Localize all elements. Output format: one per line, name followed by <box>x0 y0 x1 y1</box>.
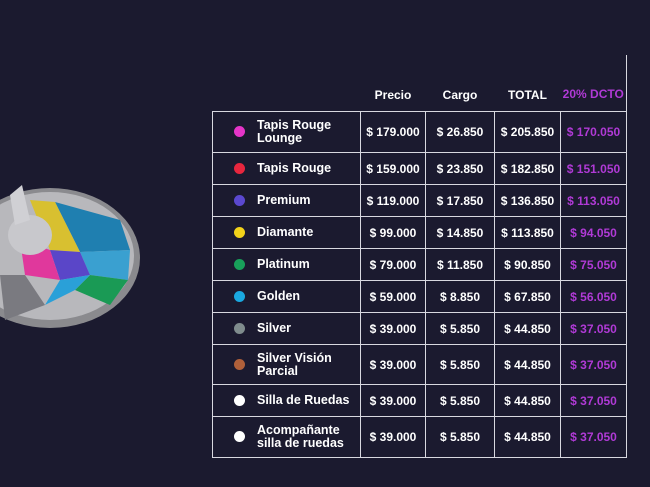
color-dot <box>234 194 245 206</box>
zone-name: Golden <box>212 280 361 313</box>
color-dot <box>234 322 245 334</box>
table-row: Platinum $ 79.000 $ 11.850 $ 90.850 $ 75.050 <box>212 248 627 281</box>
table-row: Tapis Rouge Lounge $ 179.000 $ 26.850 $ 205… <box>212 111 627 153</box>
table-row: Silver $ 39.000 $ 5.850 $ 44.850 $ 37.050 <box>212 312 627 345</box>
price-cell: $ 37.050 <box>560 384 627 417</box>
zone-name: Tapis Rouge <box>212 152 361 185</box>
color-dot <box>234 226 245 238</box>
price-cell: $ 99.000 <box>360 216 426 249</box>
zone-name: Silver <box>212 312 361 345</box>
zone-name: Tapis Rouge Lounge <box>212 111 361 153</box>
price-cell: $ 159.000 <box>360 152 426 185</box>
price-cell: $ 5.850 <box>425 344 495 385</box>
price-cell: $ 8.850 <box>425 280 495 313</box>
column-header: 20% DCTO <box>560 55 627 112</box>
price-cell: $ 39.000 <box>360 384 426 417</box>
price-cell: $ 39.000 <box>360 344 426 385</box>
price-cell: $ 39.000 <box>360 312 426 345</box>
price-cell: $ 136.850 <box>494 184 561 217</box>
price-cell: $ 37.050 <box>560 344 627 385</box>
header-blank <box>213 55 361 112</box>
zone-name: Premium <box>212 184 361 217</box>
price-cell: $ 79.000 <box>360 248 426 281</box>
color-dot <box>234 126 245 137</box>
price-cell: $ 37.050 <box>560 312 627 345</box>
column-header: Cargo <box>442 88 478 102</box>
table-row: Golden $ 59.000 $ 8.850 $ 67.850 $ 56.050 <box>212 280 627 313</box>
price-cell: $ 151.050 <box>560 152 627 185</box>
table-body: Tapis Rouge Lounge $ 179.000 $ 26.850 $ 205… <box>212 111 627 458</box>
price-cell: $ 44.850 <box>494 384 561 417</box>
color-dot <box>234 358 245 370</box>
price-cell: $ 37.050 <box>560 416 627 458</box>
price-cell: $ 39.000 <box>360 416 426 458</box>
price-table: Precio Cargo TOTAL 20% DCTO Tapis Rouge … <box>212 55 627 458</box>
price-cell: $ 59.000 <box>360 280 426 313</box>
zone-name: Silver Visión Parcial <box>212 344 361 385</box>
price-cell: $ 67.850 <box>494 280 561 313</box>
price-cell: $ 5.850 <box>425 384 495 417</box>
stadium-map <box>0 185 140 328</box>
header-row: Precio Cargo TOTAL 20% DCTO <box>213 55 627 112</box>
zone-name: Acompañante silla de ruedas <box>212 416 361 458</box>
price-cell: $ 44.850 <box>494 416 561 458</box>
zone-name: Diamante <box>212 216 361 249</box>
price-cell: $ 170.050 <box>560 111 627 153</box>
column-header: TOTAL <box>508 88 547 102</box>
price-cell: $ 113.850 <box>494 216 561 249</box>
table-row: Silla de Ruedas $ 39.000 $ 5.850 $ 44.850 $ … <box>212 384 627 417</box>
price-cell: $ 56.050 <box>560 280 627 313</box>
price-cell: $ 75.050 <box>560 248 627 281</box>
table-row: Premium $ 119.000 $ 17.850 $ 136.850 $ 113.0… <box>212 184 627 217</box>
price-cell: $ 44.850 <box>494 344 561 385</box>
zone-name: Silla de Ruedas <box>212 384 361 417</box>
price-cell: $ 17.850 <box>425 184 495 217</box>
price-cell: $ 26.850 <box>425 111 495 153</box>
price-cell: $ 11.850 <box>425 248 495 281</box>
table-row: Diamante $ 99.000 $ 14.850 $ 113.850 $ 94.05… <box>212 216 627 249</box>
column-header: Precio <box>374 88 412 102</box>
price-cell: $ 179.000 <box>360 111 426 153</box>
price-cell: $ 94.050 <box>560 216 627 249</box>
color-dot <box>234 258 245 270</box>
color-dot <box>234 290 245 302</box>
price-cell: $ 44.850 <box>494 312 561 345</box>
zone-name: Platinum <box>212 248 361 281</box>
price-cell: $ 5.850 <box>425 312 495 345</box>
price-cell: $ 119.000 <box>360 184 426 217</box>
price-cell: $ 23.850 <box>425 152 495 185</box>
price-cell: $ 113.050 <box>560 184 627 217</box>
price-cell: $ 182.850 <box>494 152 561 185</box>
table-row: Tapis Rouge $ 159.000 $ 23.850 $ 182.850 $ 1… <box>212 152 627 185</box>
table-row: Acompañante silla de ruedas $ 39.000 $ 5.8… <box>212 416 627 458</box>
color-dot <box>234 431 245 442</box>
price-cell: $ 14.850 <box>425 216 495 249</box>
table-row: Silver Visión Parcial $ 39.000 $ 5.850 $ 44… <box>212 344 627 385</box>
price-cell: $ 205.850 <box>494 111 561 153</box>
color-dot <box>234 394 245 406</box>
color-dot <box>234 162 245 174</box>
price-cell: $ 90.850 <box>494 248 561 281</box>
price-cell: $ 5.850 <box>425 416 495 458</box>
